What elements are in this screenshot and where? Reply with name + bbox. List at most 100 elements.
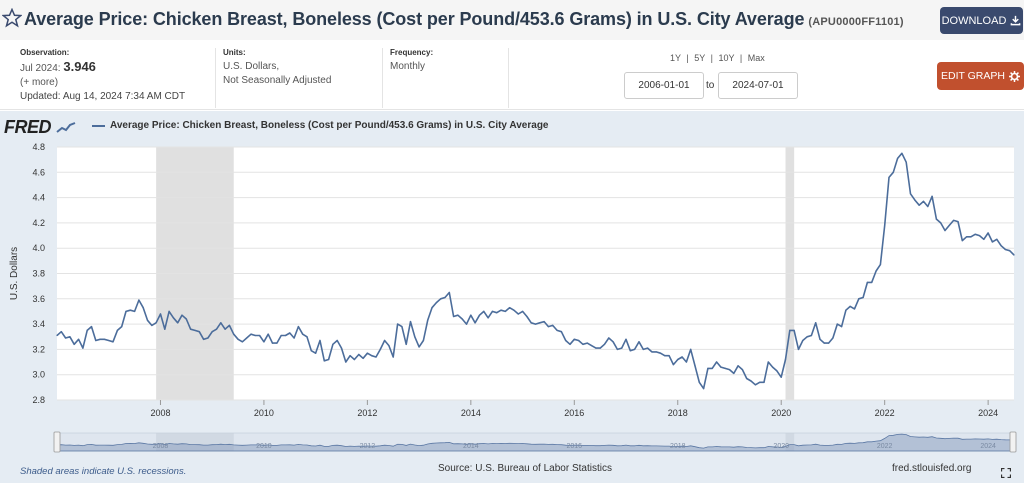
data-point <box>802 339 804 342</box>
source-text: Source: U.S. Bureau of Labor Statistics <box>438 463 612 474</box>
fullscreen-icon[interactable] <box>1001 468 1011 478</box>
updated-text: Updated: Aug 14, 2024 7:34 AM CDT <box>20 91 186 102</box>
data-point <box>228 324 230 326</box>
data-point <box>461 318 463 320</box>
fred-logo-mark <box>55 122 75 134</box>
range-1y-link[interactable]: 1Y <box>670 53 681 63</box>
range-navigator[interactable]: 2008 2010 2012 2014 2016 2018 2020 2022 2024 <box>53 431 1017 453</box>
data-point <box>328 358 330 361</box>
x-tick-label: 2012 <box>357 408 377 418</box>
data-point <box>233 333 235 335</box>
range-max-link[interactable]: Max <box>747 53 765 63</box>
x-tick-label: 2024 <box>978 408 998 418</box>
series-title: Average Price: Chicken Breast, Boneless … <box>24 9 904 30</box>
data-point <box>289 332 291 334</box>
data-point <box>496 312 498 314</box>
data-point <box>478 314 481 316</box>
edit-graph-button[interactable]: EDIT GRAPH <box>937 62 1024 90</box>
data-point <box>1000 245 1002 247</box>
navigator-recession-band <box>785 433 795 451</box>
data-point <box>448 291 450 294</box>
observation-value: 3.946 <box>63 59 96 74</box>
fred-logo-text: FRED <box>4 117 52 137</box>
data-point <box>772 366 774 368</box>
data-point <box>332 343 334 345</box>
data-point <box>806 336 808 338</box>
data-point <box>220 322 222 324</box>
navigator-left-handle[interactable] <box>53 431 61 453</box>
navigator-tick-label: 2008 <box>153 443 169 450</box>
end-date-input[interactable]: 2024-07-01 <box>718 72 798 99</box>
x-tick-label: 2018 <box>668 408 688 418</box>
y-tick-label: 4.0 <box>32 243 45 253</box>
data-point <box>642 348 644 350</box>
data-point <box>823 342 825 344</box>
y-tick-label: 3.4 <box>32 319 45 329</box>
data-point <box>884 224 886 226</box>
data-point <box>586 342 588 344</box>
range-10y-link[interactable]: 10Y <box>718 53 735 63</box>
range-separator: | <box>710 53 713 63</box>
navigator-recessions <box>156 433 795 451</box>
data-point <box>810 334 813 337</box>
data-point <box>146 319 149 321</box>
y-axis-label: U.S. Dollars <box>9 247 20 300</box>
data-point <box>685 361 688 363</box>
data-point <box>655 351 657 353</box>
more-link[interactable]: (+ more) <box>20 77 59 88</box>
meta-divider <box>382 48 383 108</box>
start-date-input[interactable]: 2006-01-01 <box>624 72 704 99</box>
download-button[interactable]: DOWNLOAD <box>940 7 1023 34</box>
data-point <box>164 328 166 330</box>
data-point <box>746 377 748 380</box>
data-point <box>181 314 183 316</box>
data-point <box>694 365 696 367</box>
data-point <box>371 355 373 357</box>
star-icon[interactable] <box>2 8 22 28</box>
range-5y-link[interactable]: 5Y <box>694 53 706 63</box>
data-point <box>78 338 80 340</box>
data-point <box>634 348 636 350</box>
data-point <box>246 337 248 339</box>
data-point <box>86 329 88 331</box>
data-point <box>379 348 381 350</box>
data-point <box>116 329 118 331</box>
data-point <box>194 329 196 331</box>
gear-icon <box>1008 70 1020 82</box>
data-point <box>797 348 800 350</box>
data-point <box>862 296 864 299</box>
data-point <box>815 322 817 324</box>
site-link[interactable]: fred.stlouisfed.org <box>892 463 972 474</box>
data-point <box>590 345 593 347</box>
line-chart[interactable]: 2.83.03.23.43.63.84.04.24.44.64.8 2008 20… <box>0 111 1024 463</box>
data-point <box>375 356 377 358</box>
data-point <box>65 337 67 339</box>
data-point <box>724 367 726 369</box>
series-id: (APU0000FF1101) <box>808 16 904 28</box>
data-point <box>483 310 485 312</box>
data-point <box>690 348 692 350</box>
navigator-tick-label: 2024 <box>980 443 996 450</box>
data-point <box>629 350 631 352</box>
data-point <box>647 347 649 349</box>
x-tick-label: 2008 <box>150 408 170 418</box>
meta-divider <box>215 48 216 108</box>
chart-legend: Average Price: Chicken Breast, Boneless … <box>92 120 549 131</box>
navigator-right-handle[interactable] <box>1009 431 1017 453</box>
data-point <box>845 309 847 311</box>
data-point <box>108 339 110 342</box>
data-point <box>595 347 597 349</box>
data-point <box>698 381 700 383</box>
data-point <box>944 229 946 232</box>
fred-logo: FRED <box>4 117 76 138</box>
data-point <box>763 381 765 383</box>
data-point <box>185 318 187 320</box>
frequency-block: Frequency: Monthly <box>390 48 433 74</box>
data-point <box>716 361 718 363</box>
data-point <box>73 343 75 345</box>
data-point <box>302 333 304 335</box>
x-tick-label: 2010 <box>254 408 274 418</box>
data-point <box>509 307 511 309</box>
data-point <box>828 342 830 344</box>
data-point <box>435 302 437 304</box>
